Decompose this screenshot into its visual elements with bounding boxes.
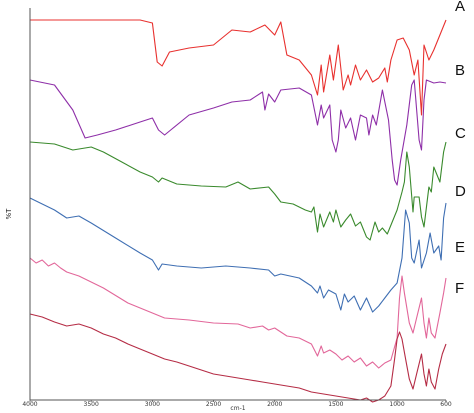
series-label-d: D bbox=[455, 183, 466, 200]
y-axis-title: %T bbox=[5, 208, 13, 220]
series-layer bbox=[29, 19, 447, 403]
series-label-e: E bbox=[455, 239, 465, 256]
series-label-layer: A B C D E F bbox=[455, 0, 466, 297]
x-tick-label: 2000 bbox=[267, 401, 282, 408]
series-label-c: C bbox=[455, 125, 466, 142]
x-tick-label: 3500 bbox=[84, 401, 99, 408]
axes-layer bbox=[29, 8, 446, 401]
x-tick-layer: 4000 3500 3000 2500 2000 1500 1000 600 bbox=[22, 400, 452, 408]
x-tick-label: 1500 bbox=[328, 401, 343, 408]
series-line-c bbox=[29, 141, 447, 241]
series-line-e bbox=[29, 257, 447, 369]
series-label-b: B bbox=[455, 62, 465, 79]
series-line-d bbox=[29, 197, 447, 313]
series-label-f: F bbox=[455, 280, 464, 297]
series-label-a: A bbox=[455, 0, 465, 15]
x-tick-label: 2500 bbox=[206, 401, 221, 408]
series-line-b bbox=[29, 79, 447, 186]
series-line-f bbox=[29, 313, 447, 403]
x-axis-title: cm-1 bbox=[230, 405, 245, 412]
x-tick-label: 1000 bbox=[389, 401, 404, 408]
series-line-a bbox=[30, 19, 447, 116]
x-tick-label: 600 bbox=[440, 401, 452, 408]
x-tick-label: 4000 bbox=[22, 401, 37, 408]
x-tick-label: 3000 bbox=[145, 401, 160, 408]
